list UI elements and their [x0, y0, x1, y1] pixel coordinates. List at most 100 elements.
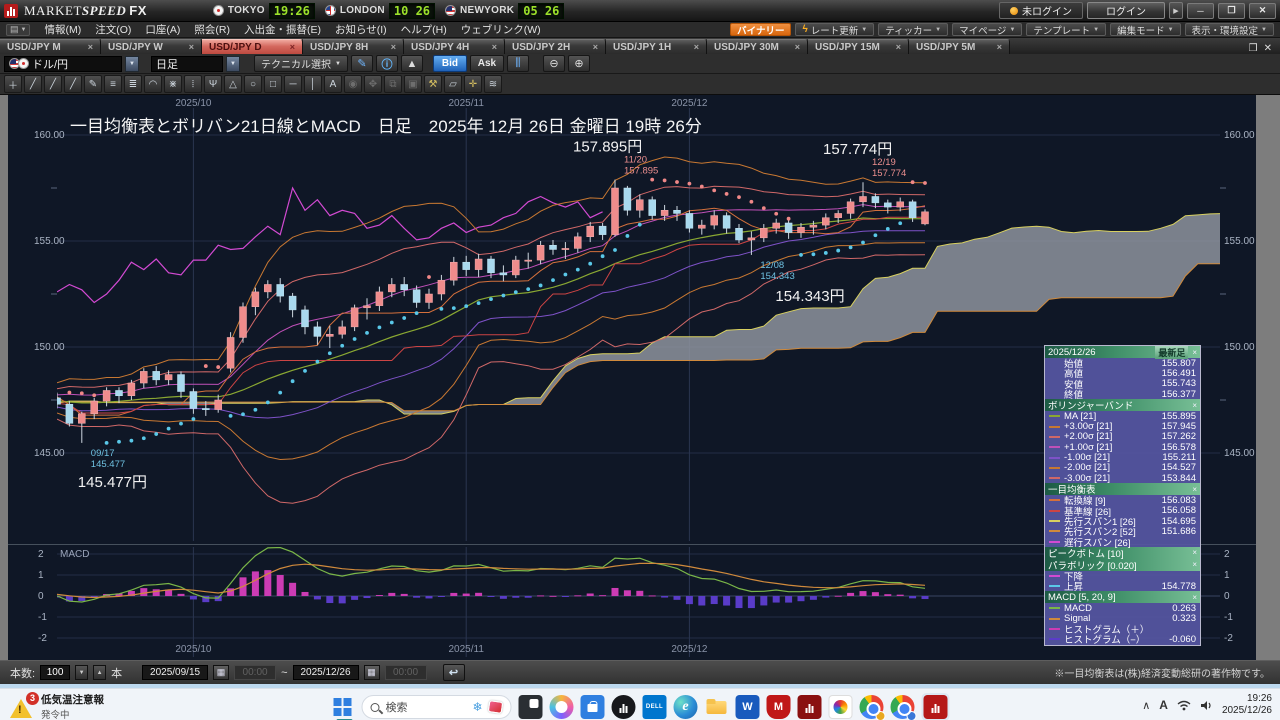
cascade-windows-icon[interactable]: ❒: [1248, 43, 1258, 54]
pitchfork-icon[interactable]: Ψ: [204, 75, 222, 93]
mcafee-icon[interactable]: M: [766, 695, 791, 719]
date-to-input[interactable]: [292, 665, 359, 680]
menu-button-ティッカー[interactable]: ティッカー ▼: [878, 23, 949, 37]
login-menu-arrow-button[interactable]: ▶: [1169, 2, 1183, 19]
marketspeed2-icon[interactable]: [797, 695, 822, 719]
count-down-icon[interactable]: ▼: [75, 665, 89, 680]
tool-settings-icon[interactable]: ✛: [464, 75, 482, 93]
wifi-icon[interactable]: [1177, 700, 1191, 711]
menu-item-1[interactable]: 注文(O): [95, 24, 132, 36]
bid-button[interactable]: Bid: [432, 55, 467, 72]
crosshair-icon[interactable]: ＋: [4, 75, 22, 93]
group-object-icon[interactable]: ▣: [404, 75, 422, 93]
ray-line-icon[interactable]: ╱: [44, 75, 62, 93]
timeframe-dropdown-icon[interactable]: ▼: [226, 55, 240, 72]
menu-item-5[interactable]: お知らせ(I): [334, 24, 387, 36]
restore-button[interactable]: ❐: [1218, 2, 1245, 19]
tab-usd-jpy-m[interactable]: USD/JPY M ×: [0, 39, 101, 54]
rectangle-icon[interactable]: □: [264, 75, 282, 93]
count-up-icon[interactable]: ▲: [93, 665, 107, 680]
menu-item-2[interactable]: 口座(A): [145, 24, 181, 36]
horizontal-line-icon[interactable]: ─: [284, 75, 302, 93]
menu-item-7[interactable]: ウェブリンク(W): [460, 24, 541, 36]
info-icon[interactable]: ⓘ: [375, 55, 398, 72]
menu-item-0[interactable]: 情報(M): [44, 24, 82, 36]
grid-lines-icon[interactable]: ≣: [124, 75, 142, 93]
bar-count-input[interactable]: [40, 665, 71, 680]
fibonacci-arc-icon[interactable]: ◠: [144, 75, 162, 93]
pair-dropdown-icon[interactable]: ▼: [125, 55, 139, 72]
timeframe-select[interactable]: 日足: [151, 55, 223, 72]
pen-icon[interactable]: ✎: [84, 75, 102, 93]
move-object-icon[interactable]: ✥: [364, 75, 382, 93]
zoom-in-icon[interactable]: ⊕: [567, 55, 590, 72]
tab-usd-jpy-30m[interactable]: USD/JPY 30M ×: [707, 39, 808, 54]
chrome-icon[interactable]: [859, 695, 886, 720]
volume-icon[interactable]: [1200, 700, 1213, 711]
login-button[interactable]: ログイン: [1087, 2, 1165, 19]
menu-button-テンプレート[interactable]: テンプレート ▼: [1026, 23, 1107, 37]
hidden-icons-chevron-icon[interactable]: ∧: [1142, 699, 1151, 712]
fibonacci-fan-icon[interactable]: ⋇: [164, 75, 182, 93]
weather-widget[interactable]: ! 3 低気温注意報 発令中: [10, 691, 104, 720]
menu-button-レート更新[interactable]: ϟ レート更新 ▼: [795, 23, 875, 37]
tab-close-icon[interactable]: ×: [895, 42, 901, 52]
circle-icon[interactable]: ○: [244, 75, 262, 93]
menu-item-4[interactable]: 入出金・振替(E): [243, 24, 321, 36]
menu-button-編集モード[interactable]: 編集モード ▼: [1110, 23, 1181, 37]
eraser-icon[interactable]: ▱: [444, 75, 462, 93]
broom-icon[interactable]: ≋: [484, 75, 502, 93]
panel-close-icon[interactable]: ×: [1192, 484, 1197, 494]
copilot-icon[interactable]: [549, 695, 574, 719]
area-chart-icon[interactable]: ▲: [400, 55, 423, 72]
vertical-line-icon[interactable]: │: [304, 75, 322, 93]
tab-usd-jpy-1h[interactable]: USD/JPY 1H ×: [606, 39, 707, 54]
pair-select[interactable]: ドル/円: [4, 55, 122, 72]
chart-canvas[interactable]: 2025/10 2025/10 2025/11 2025/11 2025/12 2025/…: [8, 95, 1256, 660]
ask-button[interactable]: Ask: [469, 55, 504, 72]
ime-indicator[interactable]: A: [1159, 698, 1168, 712]
tab-close-icon[interactable]: ×: [390, 42, 396, 52]
reload-range-button[interactable]: ↩: [442, 664, 465, 681]
tab-close-icon[interactable]: ×: [491, 42, 497, 52]
vertical-lines-icon[interactable]: ⦙: [184, 75, 202, 93]
panel-close-icon[interactable]: ×: [1192, 347, 1197, 357]
widgets-icon[interactable]: [518, 695, 543, 719]
wrench-icon[interactable]: ⚒: [424, 75, 442, 93]
dell-icon[interactable]: DELL: [642, 695, 667, 719]
edge-icon[interactable]: e: [673, 695, 698, 719]
tab-close-icon[interactable]: ×: [794, 42, 800, 52]
word-icon[interactable]: W: [735, 695, 760, 719]
polygon-icon[interactable]: △: [224, 75, 242, 93]
stamp-icon[interactable]: ◉: [344, 75, 362, 93]
search-box[interactable]: 検索 ❄: [361, 695, 512, 719]
tab-usd-jpy-8h[interactable]: USD/JPY 8H ×: [303, 39, 404, 54]
menu-button-マイページ[interactable]: マイページ ▼: [952, 23, 1023, 37]
zoom-out-icon[interactable]: ⊖: [542, 55, 565, 72]
calendar-from-icon[interactable]: ▦: [213, 665, 230, 680]
extended-line-icon[interactable]: ╱: [64, 75, 82, 93]
price-chart[interactable]: 2025/10 2025/10 2025/11 2025/11 2025/12 2025/…: [8, 95, 1256, 660]
date-from-input[interactable]: [142, 665, 209, 680]
tab-close-icon[interactable]: ×: [87, 42, 93, 52]
tab-usd-jpy-2h[interactable]: USD/JPY 2H ×: [505, 39, 606, 54]
start-button[interactable]: [330, 695, 355, 719]
tab-usd-jpy-w[interactable]: USD/JPY W ×: [101, 39, 202, 54]
marketspeed-round-icon[interactable]: [611, 695, 636, 719]
candle-chart-icon[interactable]: ⫼: [506, 55, 529, 72]
menu-button-表示・環境設定[interactable]: 表示・環境設定 ▼: [1184, 23, 1274, 37]
parallel-lines-icon[interactable]: ≡: [104, 75, 122, 93]
tab-usd-jpy-4h[interactable]: USD/JPY 4H ×: [404, 39, 505, 54]
panel-close-icon[interactable]: ×: [1192, 400, 1197, 410]
tab-usd-jpy-5m[interactable]: USD/JPY 5M ×: [909, 39, 1010, 54]
window-menu-icon[interactable]: ▤ ▼: [6, 23, 31, 36]
panel-close-icon[interactable]: ×: [1192, 592, 1197, 602]
tab-close-icon[interactable]: ×: [592, 42, 598, 52]
panel-close-icon[interactable]: ×: [1192, 560, 1197, 570]
calendar-to-icon[interactable]: ▦: [363, 665, 380, 680]
draw-mode-icon[interactable]: ✎: [350, 55, 373, 72]
marketspeed-fx-icon[interactable]: [923, 695, 948, 719]
close-chart-icon[interactable]: ✕: [1263, 43, 1272, 54]
menu-item-3[interactable]: 照会(R): [194, 24, 230, 36]
tab-usd-jpy-15m[interactable]: USD/JPY 15M ×: [808, 39, 909, 54]
